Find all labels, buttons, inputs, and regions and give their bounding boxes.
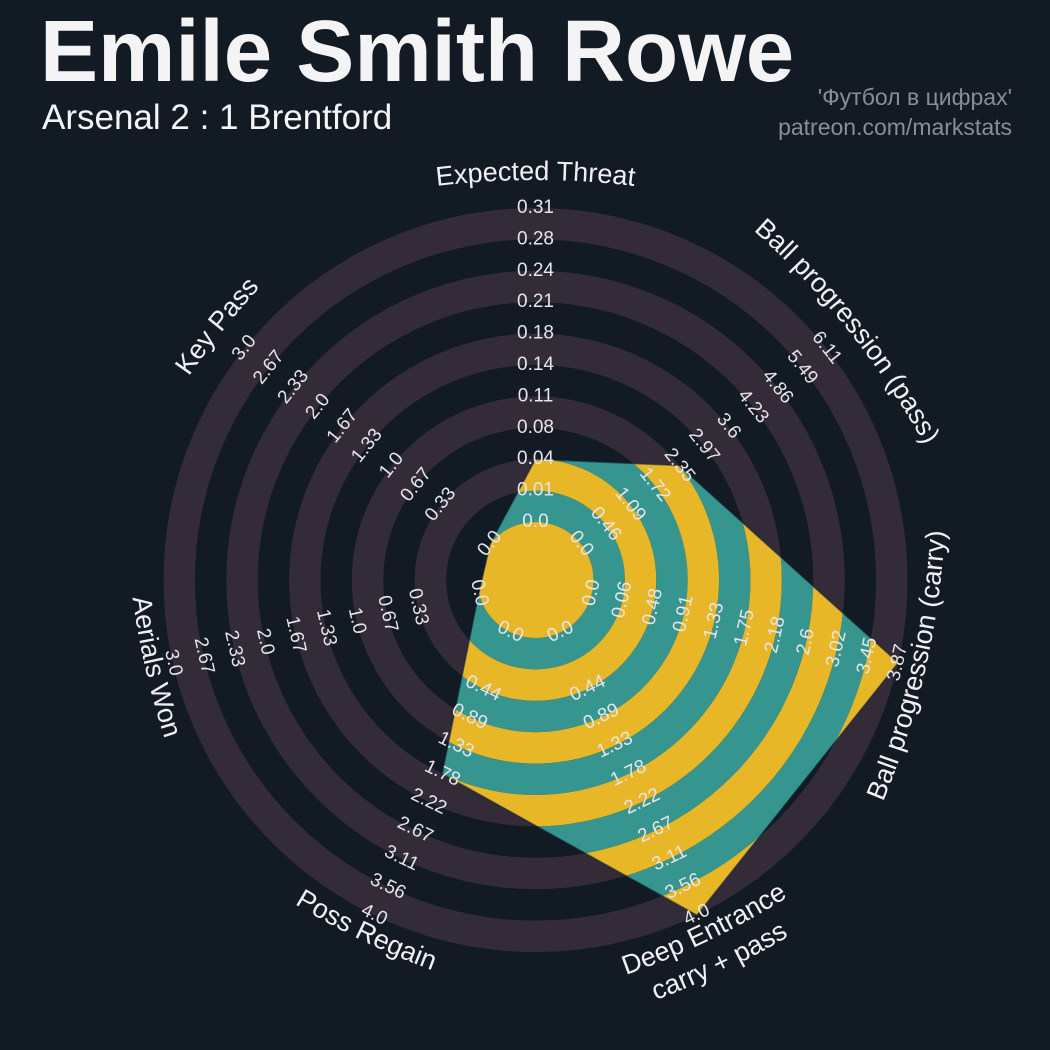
svg-text:0.28: 0.28	[517, 228, 554, 249]
svg-text:0.21: 0.21	[517, 291, 554, 312]
svg-text:0.01: 0.01	[517, 480, 554, 501]
svg-text:0.18: 0.18	[517, 323, 554, 344]
svg-text:0.04: 0.04	[517, 448, 554, 469]
svg-text:0.11: 0.11	[518, 385, 554, 406]
svg-text:0.14: 0.14	[517, 354, 554, 375]
svg-text:0.08: 0.08	[517, 417, 554, 438]
svg-text:0.31: 0.31	[517, 197, 554, 218]
svg-text:0.24: 0.24	[517, 260, 554, 281]
svg-text:0.0: 0.0	[522, 511, 548, 532]
svg-text:Expected Threat: Expected Threat	[434, 156, 637, 192]
